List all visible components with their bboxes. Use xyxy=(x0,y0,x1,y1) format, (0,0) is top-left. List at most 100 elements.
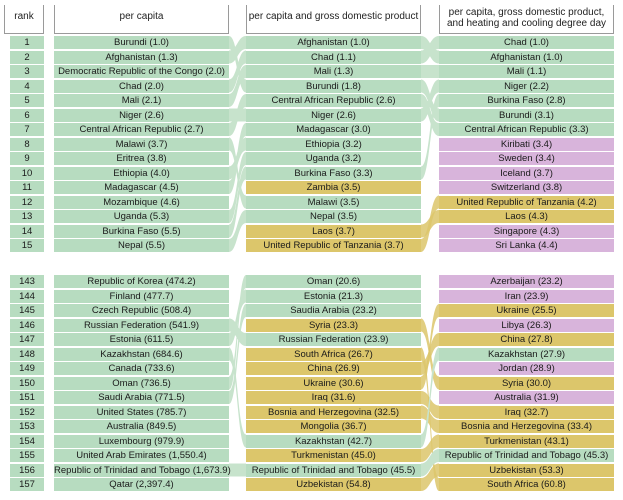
top-per-capita-cell: Chad (2.0) xyxy=(54,79,229,93)
rank-cell: 7 xyxy=(10,123,44,136)
bottom-per-capita-cell: Estonia (611.5) xyxy=(54,333,229,346)
rank-cell: 156 xyxy=(10,463,44,477)
bottom-per-capita-cell: Russian Federation (541.9) xyxy=(54,318,229,332)
rank-link xyxy=(421,333,439,375)
bottom-per-capita-cell: Republic of Trinidad and Tobago (1,673.9… xyxy=(54,463,231,477)
rank-cell: 12 xyxy=(10,195,44,209)
bottom-per-capita-gdp-hdd-cell: Bosnia and Herzegovina (33.4) xyxy=(439,420,614,433)
rank-cell: 13 xyxy=(10,210,44,223)
top-per-capita-gdp-cell: Madagascar (3.0) xyxy=(246,123,421,136)
bottom-per-capita-gdp-hdd-cell: Syria (30.0) xyxy=(439,376,614,390)
rank-cell: 155 xyxy=(10,449,44,462)
rank-cell: 146 xyxy=(10,318,44,332)
top-per-capita-gdp-hdd-cell: Switzerland (3.8) xyxy=(439,181,614,194)
rank-cell: 150 xyxy=(10,376,44,390)
rank-cell: 152 xyxy=(10,405,44,419)
rank-link xyxy=(229,347,246,448)
top-per-capita-gdp-hdd-cell: Afghanistan (1.0) xyxy=(439,50,614,64)
top-per-capita-gdp-cell: Ethiopia (3.2) xyxy=(246,137,421,151)
rank-cell: 2 xyxy=(10,50,44,64)
rank-cell: 154 xyxy=(10,434,44,448)
top-per-capita-gdp-cell: Niger (2.6) xyxy=(246,108,421,122)
top-per-capita-gdp-hdd-cell: Singapore (4.3) xyxy=(439,224,614,238)
top-per-capita-cell: Burundi (1.0) xyxy=(54,36,229,49)
rank-link xyxy=(229,210,246,252)
bottom-per-capita-gdp-cell: Russian Federation (23.9) xyxy=(246,333,421,346)
bottom-per-capita-gdp-hdd-cell: Republic of Trinidad and Tobago (45.3) xyxy=(439,449,614,462)
rank-link xyxy=(421,94,439,180)
top-per-capita-gdp-cell: Nepal (3.5) xyxy=(246,210,421,223)
rank-link xyxy=(229,463,246,477)
header-per-capita: per capita xyxy=(54,5,229,34)
bottom-per-capita-cell: Kazakhstan (684.6) xyxy=(54,347,229,361)
top-per-capita-gdp-hdd-cell: Mali (1.1) xyxy=(439,65,614,78)
header-per-capita-gdp-hdd-label: per capita, gross domestic product, and … xyxy=(446,7,607,29)
rank-cell: 145 xyxy=(10,304,44,317)
rank-cell: 8 xyxy=(10,137,44,151)
header-rank: rank xyxy=(4,5,44,34)
rank-cell: 11 xyxy=(10,181,44,194)
rank-cell: 157 xyxy=(10,478,44,491)
top-per-capita-cell: Central African Republic (2.7) xyxy=(54,123,229,136)
rank-link xyxy=(229,36,246,64)
rank-link xyxy=(229,289,246,346)
rank-cell: 148 xyxy=(10,347,44,361)
rank-cell: 5 xyxy=(10,94,44,107)
top-per-capita-gdp-hdd-cell: Burkina Faso (2.8) xyxy=(439,94,614,107)
bottom-per-capita-gdp-cell: China (26.9) xyxy=(246,362,421,375)
top-per-capita-gdp-hdd-cell: Sri Lanka (4.4) xyxy=(439,239,614,252)
bottom-per-capita-gdp-hdd-cell: Iran (23.9) xyxy=(439,289,614,303)
rank-link xyxy=(229,94,246,136)
top-per-capita-gdp-hdd-cell: Sweden (3.4) xyxy=(439,152,614,165)
bottom-per-capita-gdp-cell: South Africa (26.7) xyxy=(246,347,421,361)
bottom-per-capita-gdp-hdd-cell: Uzbekistan (53.3) xyxy=(439,463,614,477)
bottom-per-capita-cell: United Arab Emirates (1,550.4) xyxy=(54,449,229,462)
top-per-capita-gdp-hdd-cell: Iceland (3.7) xyxy=(439,166,614,180)
rank-cell: 147 xyxy=(10,333,44,346)
bottom-per-capita-cell: Australia (849.5) xyxy=(54,420,229,433)
bottom-per-capita-cell: Republic of Korea (474.2) xyxy=(54,275,229,288)
top-per-capita-cell: Ethiopia (4.0) xyxy=(54,166,229,180)
rank-link xyxy=(229,123,246,194)
top-per-capita-gdp-cell: United Republic of Tanzania (3.7) xyxy=(246,239,421,252)
rank-cell: 144 xyxy=(10,289,44,303)
top-per-capita-gdp-cell: Zambia (3.5) xyxy=(246,181,421,194)
rank-link xyxy=(421,391,439,419)
rank-link xyxy=(229,65,246,107)
top-per-capita-cell: Niger (2.6) xyxy=(54,108,229,122)
rank-link xyxy=(421,65,439,78)
bottom-per-capita-gdp-hdd-cell: Turkmenistan (43.1) xyxy=(439,434,614,448)
bottom-per-capita-gdp-cell: Bosnia and Herzegovina (32.5) xyxy=(246,405,421,419)
top-per-capita-cell: Uganda (5.3) xyxy=(54,210,229,223)
bottom-per-capita-gdp-hdd-cell: Ukraine (25.5) xyxy=(439,304,614,317)
bottom-per-capita-cell: Finland (477.7) xyxy=(54,289,229,303)
bottom-per-capita-gdp-hdd-cell: Azerbaijan (23.2) xyxy=(439,275,614,288)
bottom-per-capita-gdp-hdd-cell: China (27.8) xyxy=(439,333,614,346)
header-per-capita-gdp: per capita and gross domestic product xyxy=(246,5,421,34)
rank-link xyxy=(421,405,439,433)
header-rank-label: rank xyxy=(14,11,34,22)
bottom-per-capita-gdp-cell: Saudia Arabia (23.2) xyxy=(246,304,421,317)
top-per-capita-gdp-cell: Uganda (3.2) xyxy=(246,152,421,165)
rank-cell: 9 xyxy=(10,152,44,165)
rank-cell: 4 xyxy=(10,79,44,93)
rank-cell: 151 xyxy=(10,391,44,404)
top-per-capita-gdp-hdd-cell: Burundi (3.1) xyxy=(439,108,614,122)
top-per-capita-gdp-hdd-cell: Central African Republic (3.3) xyxy=(439,123,614,136)
bottom-per-capita-gdp-hdd-cell: Australia (31.9) xyxy=(439,391,614,404)
bottom-per-capita-cell: Czech Republic (508.4) xyxy=(54,304,229,317)
top-per-capita-cell: Mozambique (4.6) xyxy=(54,195,229,209)
top-per-capita-gdp-cell: Malawi (3.5) xyxy=(246,195,421,209)
top-per-capita-gdp-hdd-cell: Kiribati (3.4) xyxy=(439,137,614,151)
top-per-capita-gdp-cell: Central African Republic (2.6) xyxy=(246,94,421,107)
rank-link xyxy=(421,304,439,390)
top-per-capita-cell: Mali (2.1) xyxy=(54,94,229,107)
bottom-per-capita-gdp-hdd-cell: Jordan (28.9) xyxy=(439,362,614,375)
bottom-per-capita-gdp-hdd-cell: South Africa (60.8) xyxy=(439,478,614,491)
bottom-per-capita-cell: Qatar (2,397.4) xyxy=(54,478,229,491)
bottom-per-capita-cell: Saudi Arabia (771.5) xyxy=(54,391,229,404)
top-per-capita-gdp-cell: Mali (1.3) xyxy=(246,65,421,78)
rank-link xyxy=(229,50,246,93)
